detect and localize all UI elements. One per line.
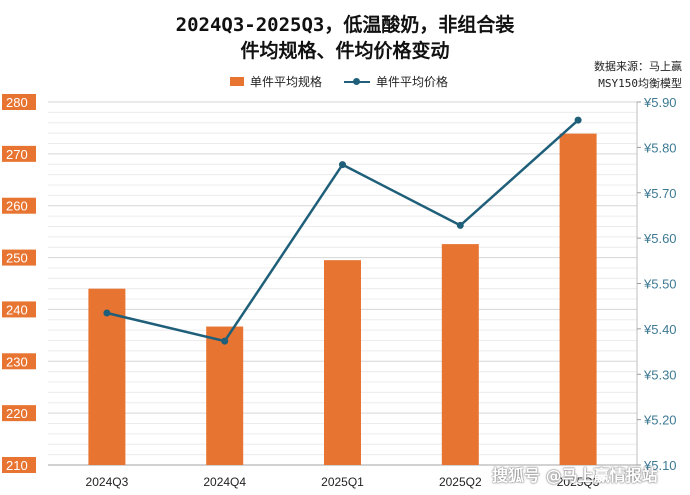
left-axis-badge <box>2 457 36 473</box>
left-axis-tick-label: 260 <box>6 199 28 214</box>
watermark: 搜狐号 @马上赢情报站 <box>492 466 658 485</box>
price-point-2024Q4 <box>221 337 229 345</box>
left-axis-badge <box>2 353 36 370</box>
bar-2025Q1 <box>324 260 361 465</box>
legend: 单件平均规格 单件平均价格 <box>230 73 470 90</box>
left-axis-badge <box>2 94 36 110</box>
x-axis-tick-label: 2024Q3 <box>86 475 129 489</box>
left-axis-badge <box>2 197 36 214</box>
chart-title-line1: 2024Q3-2025Q3，低温酸奶，非组合装 <box>175 14 515 36</box>
right-axis-tick-label: ¥5.30 <box>643 367 677 382</box>
bar-2024Q4 <box>206 326 244 465</box>
legend-item-bar: 单件平均规格 <box>230 73 322 90</box>
x-axis-tick-label: 2025Q1 <box>321 475 364 489</box>
data-model: MSY150均衡模型 <box>598 77 682 90</box>
left-axis-tick-label: 270 <box>6 147 28 162</box>
price-point-2024Q3 <box>103 309 111 317</box>
right-axis-tick-label: ¥5.10 <box>643 458 677 473</box>
right-axis-tick-label: ¥5.70 <box>643 186 677 201</box>
legend-item-line: 单件平均价格 <box>344 73 448 90</box>
right-axis-tick-label: ¥5.20 <box>643 413 677 428</box>
right-axis-tick-label: ¥5.50 <box>643 277 677 292</box>
data-source: 数据来源：马上赢 <box>594 60 682 73</box>
right-axis-tick-label: ¥5.40 <box>643 322 677 337</box>
right-axis-tick-label: ¥5.80 <box>643 140 677 155</box>
price-point-2025Q2 <box>456 221 464 229</box>
left-axis-tick-label: 210 <box>6 458 28 473</box>
x-axis-tick-label: 2025Q2 <box>439 475 482 489</box>
bar-2025Q2 <box>441 244 479 465</box>
left-axis-badge <box>2 301 36 318</box>
bar-2024Q3 <box>88 288 126 465</box>
right-axis-tick-label: ¥5.90 <box>643 95 677 110</box>
left-axis-tick-label: 230 <box>6 354 28 369</box>
right-axis-tick-label: ¥5.60 <box>643 231 677 246</box>
price-point-2025Q3 <box>574 116 582 124</box>
left-axis-tick-label: 240 <box>6 302 28 317</box>
legend-line-swatch <box>344 77 371 87</box>
bar-2025Q3 <box>559 133 597 465</box>
legend-bar-label: 单件平均规格 <box>250 75 323 89</box>
legend-bar-swatch <box>230 77 244 86</box>
left-axis-badge <box>2 405 36 422</box>
price-point-2025Q1 <box>339 161 346 169</box>
left-axis-tick-label: 250 <box>6 251 28 266</box>
left-axis-badge <box>2 145 36 162</box>
left-axis-tick-label: 220 <box>6 406 28 421</box>
legend-line-label: 单件平均价格 <box>376 75 449 89</box>
left-axis-tick-label: 280 <box>6 95 28 110</box>
left-axis-badge <box>2 249 36 266</box>
x-axis-tick-label: 2025Q3 <box>557 475 600 489</box>
chart-title-line2: 件均规格、件均价格变动 <box>240 40 450 62</box>
x-axis-tick-label: 2024Q4 <box>203 475 246 489</box>
